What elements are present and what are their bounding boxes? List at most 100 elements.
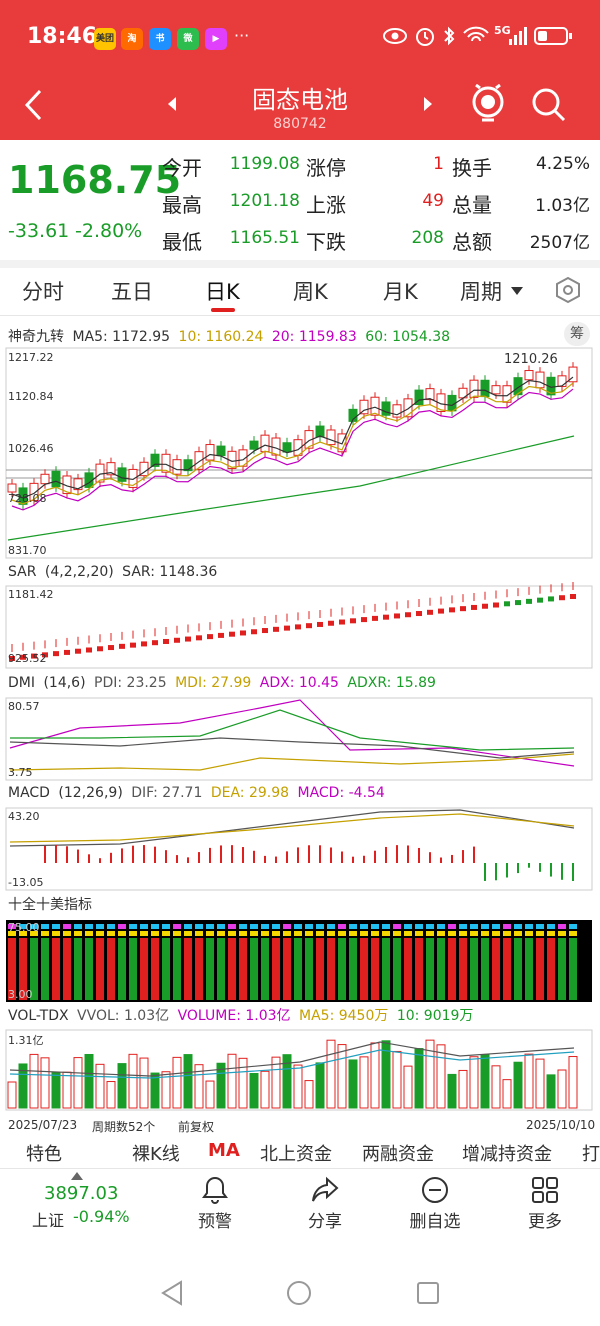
sar-title[interactable]: SAR (4,2,2,20) SAR: 1148.36 bbox=[8, 564, 221, 580]
volume-bar bbox=[84, 1053, 94, 1109]
candle-body bbox=[205, 444, 215, 461]
volume-bar bbox=[524, 1053, 534, 1109]
subtab-margin[interactable]: 两融资金 bbox=[362, 1144, 434, 1165]
macd-params: (12,26,9) bbox=[58, 785, 123, 801]
candle-body bbox=[403, 398, 413, 418]
main-indicator-title[interactable]: 神奇九转 MA5: 1172.95 10: 1160.24 20: 1159.8… bbox=[8, 326, 454, 346]
tenbest-top-block bbox=[415, 924, 423, 929]
next-stock-icon[interactable] bbox=[422, 96, 434, 112]
tenbest-column bbox=[228, 938, 236, 1000]
tenbest-flag-block bbox=[382, 931, 390, 936]
sar-dot bbox=[449, 607, 455, 613]
low-label: 最低 bbox=[162, 230, 202, 254]
tenbest-top-block bbox=[349, 924, 357, 929]
settings-hexagon-icon[interactable] bbox=[554, 276, 582, 304]
dmi-title[interactable]: DMI (14,6) PDI: 23.25 MDI: 27.99 ADX: 10… bbox=[8, 675, 440, 691]
candle-body bbox=[425, 388, 435, 401]
tenbest-y-bottom: 3.00 bbox=[8, 988, 33, 1001]
adjust-type[interactable]: 前复权 bbox=[178, 1120, 215, 1134]
tenbest-top-block bbox=[228, 924, 236, 929]
indicator-subtabs: 特色 裸K线 MA 北上资金 两融资金 增减持资金 打 bbox=[0, 1140, 600, 1166]
tenbest-column bbox=[569, 938, 577, 1000]
candle-body bbox=[183, 459, 193, 472]
vol-ma10-line bbox=[9, 1049, 575, 1079]
candle-body bbox=[414, 389, 424, 406]
kline-chart-canvas[interactable] bbox=[0, 318, 600, 1138]
battery-icon bbox=[534, 27, 572, 45]
tenbest-top-block bbox=[547, 924, 555, 929]
chevron-up-icon[interactable] bbox=[70, 1171, 84, 1181]
tenbest-top-block bbox=[41, 924, 49, 929]
search-icon[interactable] bbox=[530, 86, 568, 124]
mascot-icon[interactable] bbox=[470, 84, 506, 124]
back-icon[interactable] bbox=[22, 88, 44, 122]
candle-body bbox=[106, 462, 116, 476]
tenbest-top-block bbox=[294, 924, 302, 929]
system-back-icon[interactable] bbox=[160, 1280, 184, 1306]
remove-watchlist-button[interactable]: 删自选 bbox=[390, 1175, 480, 1232]
subtab-more[interactable]: 打 bbox=[582, 1144, 600, 1165]
sar-dot bbox=[86, 647, 92, 653]
volume-title[interactable]: VOL-TDX VVOL: 1.03亿 VOLUME: 1.03亿 MA5: 9… bbox=[8, 1005, 477, 1025]
tenbest-top-block bbox=[129, 924, 137, 929]
candle-body bbox=[117, 467, 127, 482]
sar-dot bbox=[108, 645, 114, 651]
subtab-ma[interactable]: MA bbox=[208, 1140, 240, 1161]
sar-dot bbox=[438, 608, 444, 614]
chip-distribution-button[interactable]: 筹 bbox=[564, 322, 590, 346]
nav-bar: 固态电池 880742 bbox=[0, 72, 600, 140]
subtab-special[interactable]: 特色 bbox=[26, 1144, 62, 1165]
alert-button[interactable]: 预警 bbox=[170, 1175, 260, 1232]
subtab-naked-k[interactable]: 裸K线 bbox=[132, 1144, 180, 1165]
ma60-line bbox=[7, 435, 575, 541]
index-value[interactable]: 3897.03 bbox=[44, 1183, 119, 1204]
turnover-label: 换手 bbox=[452, 156, 492, 180]
tenbest-title[interactable]: 十全十美指标 bbox=[8, 897, 92, 913]
tenbest-flag-block bbox=[470, 931, 478, 936]
active-tab-indicator bbox=[211, 308, 235, 312]
share-button[interactable]: 分享 bbox=[280, 1175, 370, 1232]
tab-period[interactable]: 周期 bbox=[460, 280, 502, 304]
subtab-northbound[interactable]: 北上资金 bbox=[260, 1144, 332, 1165]
previous-stock-icon[interactable] bbox=[166, 96, 178, 112]
volume-bar bbox=[7, 1081, 17, 1109]
subtab-holdings-change[interactable]: 增减持资金 bbox=[462, 1144, 552, 1165]
amount-label: 总额 bbox=[452, 230, 492, 254]
tab-daily-k[interactable]: 日K bbox=[205, 280, 240, 304]
system-recents-icon[interactable] bbox=[416, 1281, 440, 1305]
tenbest-top-block bbox=[426, 924, 434, 929]
system-home-icon[interactable] bbox=[286, 1280, 312, 1306]
tenbest-top-block bbox=[151, 924, 159, 929]
bottom-toolbar: 3897.03 上证 -0.94% 预警 分享 删自选 更多 bbox=[0, 1168, 600, 1238]
sar-dot bbox=[372, 615, 378, 621]
tenbest-flag-block bbox=[217, 931, 225, 936]
tenbest-top-block bbox=[503, 924, 511, 929]
candle-body bbox=[436, 393, 446, 413]
sar-params: (4,2,2,20) bbox=[44, 564, 114, 580]
dea-value: DEA: 29.98 bbox=[210, 785, 290, 801]
volume-bar bbox=[150, 1072, 160, 1109]
volume-bar bbox=[359, 1056, 369, 1109]
turnover-value: 4.25% bbox=[535, 154, 590, 174]
main-y-low2: 728.08 bbox=[8, 492, 47, 505]
tenbest-top-block bbox=[140, 924, 148, 929]
tenbest-column bbox=[294, 938, 302, 1000]
tenbest-top-block bbox=[283, 924, 291, 929]
tenbest-flag-block bbox=[558, 931, 566, 936]
tenbest-column bbox=[327, 938, 335, 1000]
tab-monthly-k[interactable]: 月K bbox=[383, 280, 418, 304]
candle-body bbox=[271, 437, 281, 456]
tab-five-day[interactable]: 五日 bbox=[111, 280, 153, 304]
macd-title[interactable]: MACD (12,26,9) DIF: 27.71 DEA: 29.98 MAC… bbox=[8, 785, 389, 801]
tab-intraday[interactable]: 分时 bbox=[22, 280, 64, 304]
mdi-line bbox=[9, 699, 575, 767]
price-change-pct: -2.80% bbox=[75, 220, 143, 242]
macd-y-bottom: -13.05 bbox=[8, 876, 44, 889]
pdi-line bbox=[9, 737, 575, 759]
tenbest-flag-block bbox=[173, 931, 181, 936]
tab-weekly-k[interactable]: 周K bbox=[293, 280, 328, 304]
kline-chart-area[interactable]: 神奇九转 MA5: 1172.95 10: 1160.24 20: 1159.8… bbox=[0, 318, 600, 1138]
falling-value: 208 bbox=[411, 228, 444, 248]
high-label: 最高 bbox=[162, 193, 202, 217]
more-button[interactable]: 更多 bbox=[500, 1175, 590, 1232]
